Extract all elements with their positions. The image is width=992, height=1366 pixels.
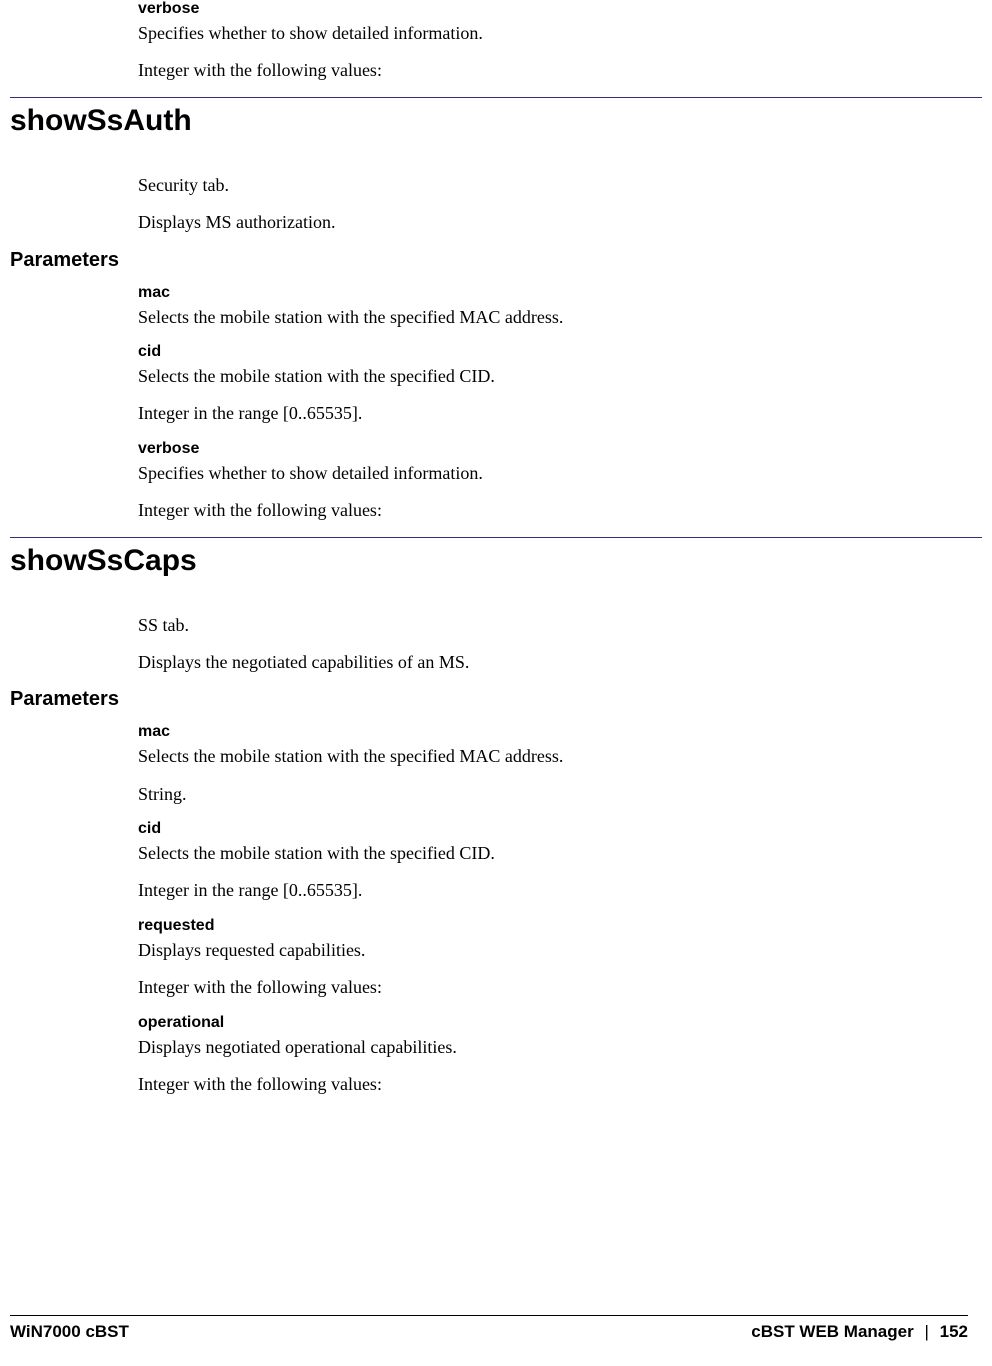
footer-line: WiN7000 cBST cBST WEB Manager | 152	[10, 1322, 968, 1342]
page-footer: WiN7000 cBST cBST WEB Manager | 152	[10, 1315, 968, 1342]
intro-block: verbose Specifies whether to show detail…	[0, 0, 992, 83]
section-rule	[10, 97, 982, 98]
param-desc: Specifies whether to show detailed infor…	[138, 462, 952, 485]
param-name-cid: cid	[138, 343, 952, 361]
footer-left: WiN7000 cBST	[10, 1322, 129, 1342]
section-title-showssauth: showSsAuth	[0, 104, 992, 138]
param-note: Integer in the range [0..65535].	[138, 402, 952, 425]
param-name-verbose: verbose	[138, 440, 952, 458]
section-desc: Displays the negotiated capabilities of …	[138, 651, 952, 674]
section1-params: mac Selects the mobile station with the …	[0, 284, 992, 523]
page-content: verbose Specifies whether to show detail…	[0, 0, 992, 1096]
parameters-heading: Parameters	[0, 249, 992, 272]
section-desc: Security tab.	[138, 174, 952, 197]
footer-manager-title: cBST WEB Manager	[751, 1322, 913, 1341]
param-name-mac: mac	[138, 723, 952, 741]
param-note: Integer with the following values:	[138, 499, 952, 522]
section2-params: mac Selects the mobile station with the …	[0, 723, 992, 1096]
param-name-mac: mac	[138, 284, 952, 302]
section2-intro: SS tab. Displays the negotiated capabili…	[0, 614, 992, 675]
footer-page-number: 152	[940, 1322, 968, 1341]
param-desc: Selects the mobile station with the spec…	[138, 365, 952, 388]
footer-rule	[10, 1315, 968, 1316]
param-name-requested: requested	[138, 917, 952, 935]
param-desc: Selects the mobile station with the spec…	[138, 842, 952, 865]
section-desc: SS tab.	[138, 614, 952, 637]
param-name-operational: operational	[138, 1014, 952, 1032]
param-note: String.	[138, 783, 952, 806]
param-desc: Displays requested capabilities.	[138, 939, 952, 962]
section-title-showsscaps: showSsCaps	[0, 544, 992, 578]
param-desc: Specifies whether to show detailed infor…	[138, 22, 952, 45]
param-note: Integer in the range [0..65535].	[138, 879, 952, 902]
param-name-cid: cid	[138, 820, 952, 838]
section-desc: Displays MS authorization.	[138, 211, 952, 234]
footer-right: cBST WEB Manager | 152	[751, 1322, 968, 1342]
param-desc: Displays negotiated operational capabili…	[138, 1036, 952, 1059]
param-note: Integer with the following values:	[138, 1073, 952, 1096]
param-desc: Selects the mobile station with the spec…	[138, 745, 952, 768]
param-note: Integer with the following values:	[138, 59, 952, 82]
footer-separator: |	[918, 1322, 934, 1341]
param-note: Integer with the following values:	[138, 976, 952, 999]
parameters-heading: Parameters	[0, 688, 992, 711]
section1-intro: Security tab. Displays MS authorization.	[0, 174, 992, 235]
section-rule	[10, 537, 982, 538]
param-desc: Selects the mobile station with the spec…	[138, 306, 952, 329]
param-name-verbose: verbose	[138, 0, 952, 18]
